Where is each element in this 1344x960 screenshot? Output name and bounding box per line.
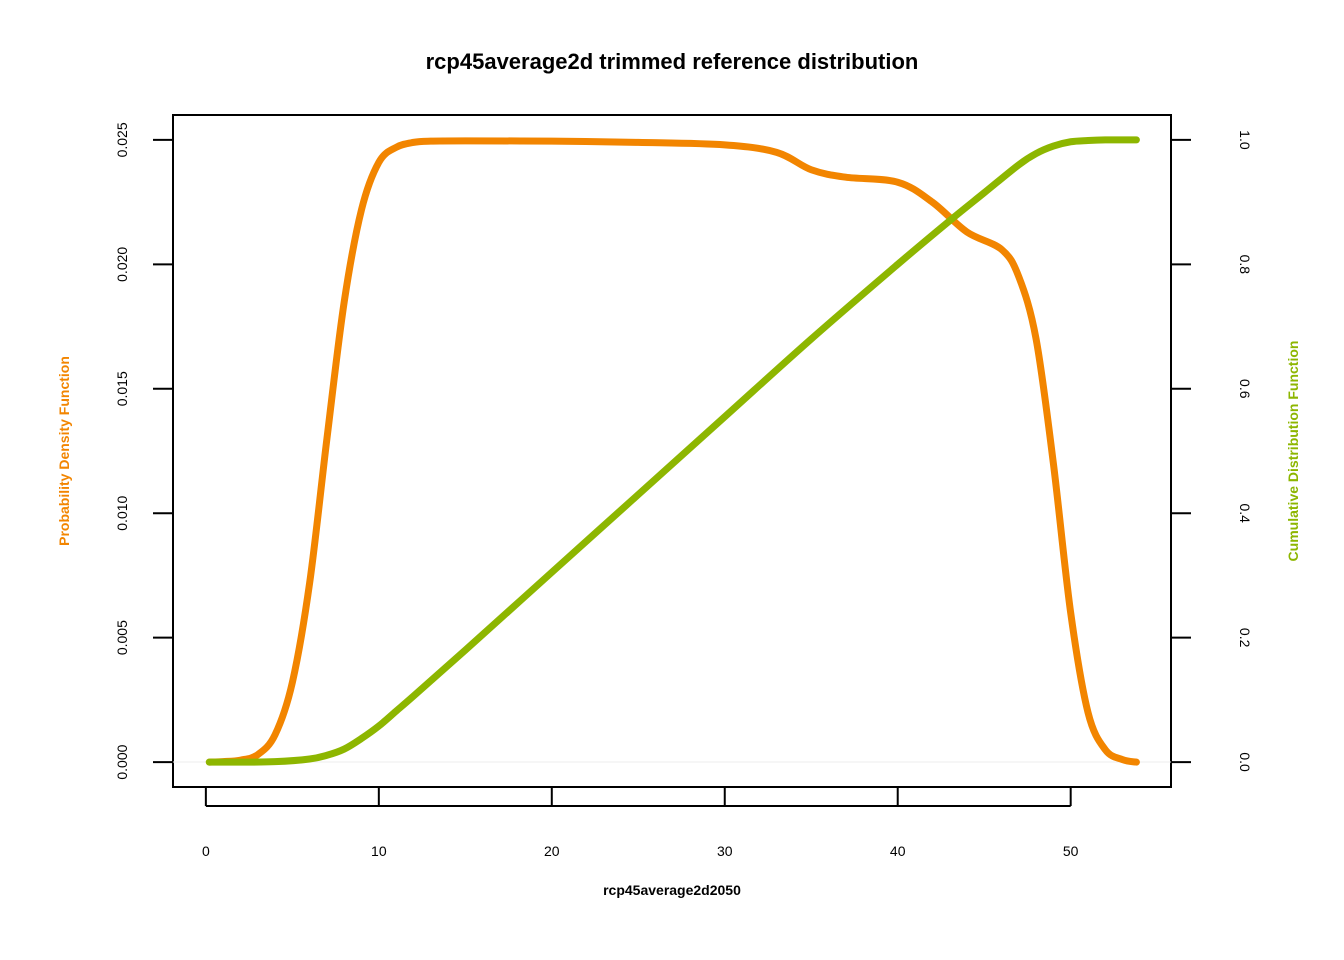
y-right-tick-label: 0.4 — [1237, 503, 1253, 523]
y-left-tick-label: 0.000 — [114, 744, 130, 779]
y-axis-right-label: Cumulative Distribution Function — [1285, 341, 1301, 562]
y-left-tick-label: 0.005 — [114, 620, 130, 655]
plot-area-frame — [172, 114, 1172, 788]
x-tick-label: 30 — [717, 843, 733, 859]
x-tick-label: 10 — [371, 843, 387, 859]
y-right-tick-label: 0.2 — [1237, 628, 1253, 648]
y-left-tick-label: 0.025 — [114, 122, 130, 157]
x-tick-label: 0 — [202, 843, 210, 859]
cdf-series-line — [205, 136, 1140, 766]
x-tick-label: 40 — [890, 843, 906, 859]
y-right-tick-label: 1.0 — [1237, 130, 1253, 150]
x-axis: 0 10 20 30 40 50 — [202, 788, 1079, 859]
x-tick-label: 50 — [1063, 843, 1079, 859]
y-left-tick-label: 0.020 — [114, 247, 130, 282]
series-layer — [205, 136, 1140, 766]
y-right-tick-label: 0.6 — [1237, 379, 1253, 399]
y-left-tick-label: 0.015 — [114, 371, 130, 406]
x-tick-label: 20 — [544, 843, 560, 859]
y-axis-left-label: Probability Density Function — [56, 356, 72, 546]
y-axis-left: 0.000 0.005 0.010 0.015 0.020 0.025 — [114, 122, 173, 780]
y-axis-right: 0.0 0.2 0.4 0.6 0.8 1.0 — [1171, 130, 1253, 772]
pdf-series-line — [205, 137, 1140, 766]
y-right-tick-label: 0.0 — [1237, 752, 1253, 772]
chart-title: rcp45average2d trimmed reference distrib… — [426, 49, 919, 74]
y-left-tick-label: 0.010 — [114, 495, 130, 530]
x-axis-label: rcp45average2d2050 — [603, 882, 741, 898]
y-right-tick-label: 0.8 — [1237, 255, 1253, 275]
